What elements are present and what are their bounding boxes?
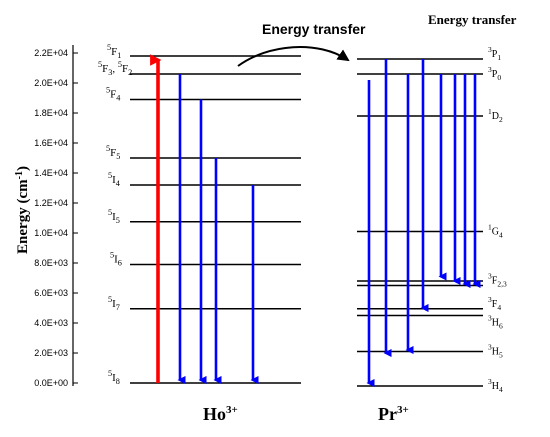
- y-tick-label: 6.0E+03: [34, 288, 68, 298]
- level-label: 5I6: [110, 251, 122, 268]
- level-label: 3H5: [488, 343, 503, 360]
- y-axis: 0.0E+00 2.0E+03 4.0E+03 6.0E+03 8.0E+03 1.0E+…: [14, 45, 78, 388]
- level-label: 1G4: [488, 223, 503, 240]
- pr-levels: 3H4 3H5 3H6 3F4 3F2,3 1G4 1D2 3P0 3P1: [357, 45, 507, 394]
- level-label: 5F3, 5F2: [98, 60, 132, 77]
- y-tick-label: 2.0E+04: [34, 78, 68, 88]
- y-tick-label: 1.0E+04: [34, 228, 68, 238]
- y-tick-label: 8.0E+03: [34, 258, 68, 268]
- pr-ion-label: Pr3+: [378, 404, 409, 424]
- pr-ion-column: 3H4 3H5 3H6 3F4 3F2,3 1G4 1D2 3P0 3P1 Pr3+: [357, 45, 507, 424]
- y-tick-label: 0.0E+00: [34, 378, 68, 388]
- level-label: 5I4: [108, 171, 120, 188]
- y-tick-label: 1.6E+04: [34, 138, 68, 148]
- y-axis-title: Energy (cm-1): [14, 166, 31, 254]
- y-tick-label: 1.2E+04: [34, 198, 68, 208]
- energy-transfer-arrow: [237, 46, 350, 67]
- y-tick-label: 4.0E+03: [34, 318, 68, 328]
- ho-ion-label: Ho3+: [203, 404, 238, 424]
- level-label: 5F5: [106, 144, 120, 161]
- level-label: 3F4: [488, 295, 501, 312]
- level-label: 1D2: [488, 107, 503, 124]
- y-tick-label: 1.8E+04: [34, 108, 68, 118]
- pr-transitions: [366, 59, 481, 388]
- y-tick-label: 2.0E+03: [34, 348, 68, 358]
- y-tick-label: 1.4E+04: [34, 168, 68, 178]
- level-label: 3H6: [488, 314, 503, 331]
- level-label: 5F4: [106, 86, 120, 103]
- corner-energy-transfer-label: Energy transfer: [428, 12, 517, 27]
- energy-transfer-label: Energy transfer: [262, 21, 366, 37]
- energy-transfer-annotation: Energy transfer Energy transfer: [237, 12, 517, 67]
- y-tick-label: 2.2E+04: [34, 48, 68, 58]
- level-label: 5F1: [107, 43, 121, 60]
- level-label: 5I5: [108, 208, 120, 225]
- level-label: 3H4: [488, 377, 503, 394]
- level-label: 5I8: [108, 369, 120, 386]
- level-label: 3P0: [488, 65, 501, 82]
- level-label: 3P1: [488, 45, 501, 62]
- level-label: 3F2,3: [488, 272, 507, 289]
- level-label: 5I7: [108, 295, 120, 312]
- ho-transitions: [150, 54, 259, 385]
- y-axis-ticks: 0.0E+00 2.0E+03 4.0E+03 6.0E+03 8.0E+03 1.0E+…: [34, 48, 78, 388]
